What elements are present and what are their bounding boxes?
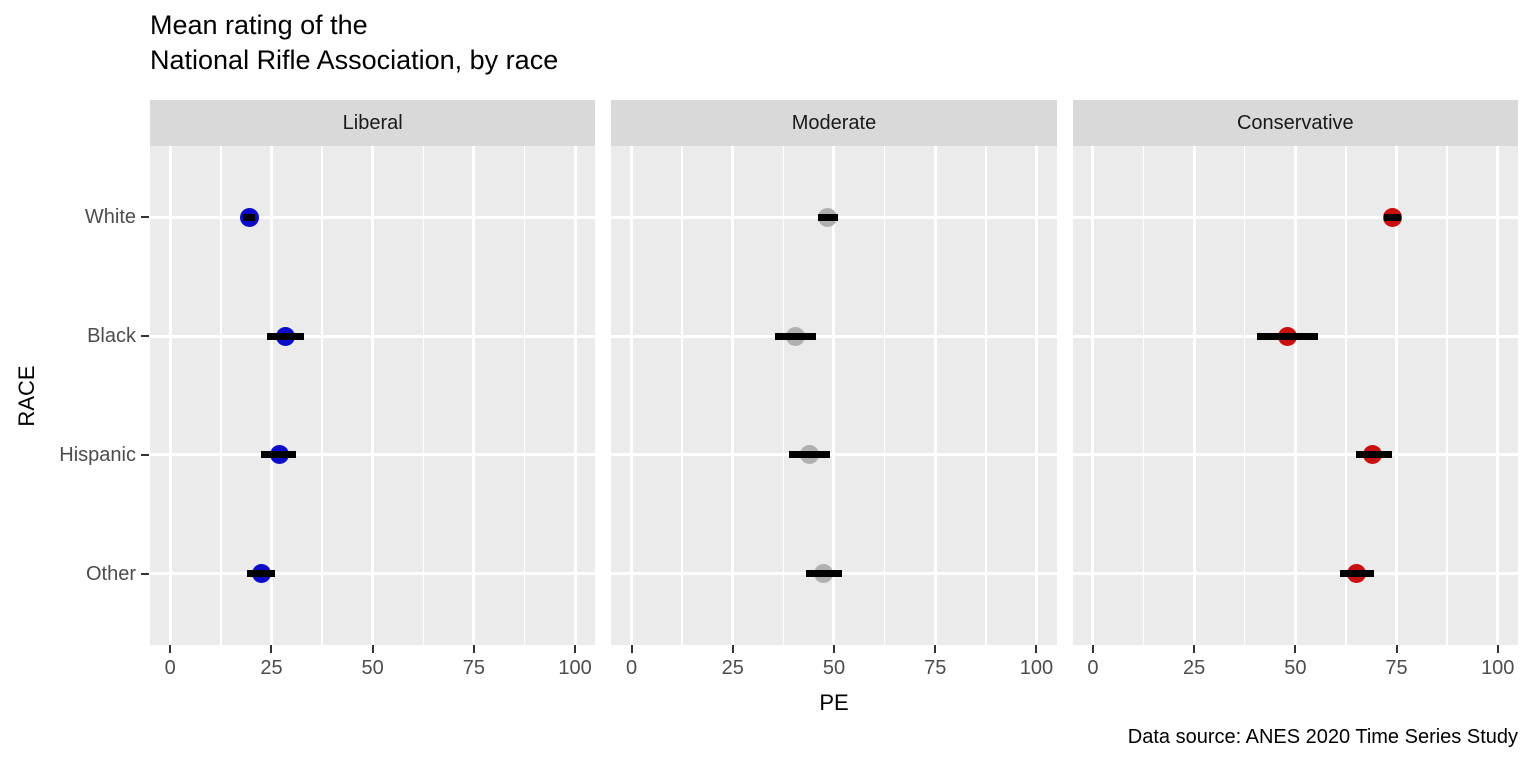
gridline-major-v: [1293, 146, 1297, 645]
gridline-major-v: [573, 146, 577, 645]
x-tick-mark: [1193, 645, 1196, 653]
gridline-major-h: [1072, 453, 1518, 457]
facet-panel-liberal: [150, 146, 596, 645]
gridline-major-h: [150, 453, 596, 457]
x-tick-label: 25: [721, 657, 744, 679]
x-tick-label: 75: [1385, 657, 1408, 679]
error-bar: [1339, 570, 1375, 578]
x-tick-mark: [371, 645, 374, 653]
x-tick-mark: [270, 645, 273, 653]
x-tick-mark: [630, 645, 633, 653]
gridline-major-v: [731, 146, 735, 645]
x-tick-mark: [574, 645, 577, 653]
gridline-major-v: [472, 146, 476, 645]
gridline-minor-v: [321, 146, 323, 645]
y-tick-mark: [141, 453, 149, 456]
y-tick-mark: [141, 572, 149, 575]
x-tick-label: 100: [1019, 657, 1054, 679]
x-tick-mark: [934, 645, 937, 653]
gridline-minor-v: [1446, 146, 1448, 645]
gridline-major-v: [269, 146, 273, 645]
gridline-major-h: [611, 334, 1057, 338]
x-tick-mark: [1395, 645, 1398, 653]
x-tick-mark: [472, 645, 475, 653]
x-tick-mark: [833, 645, 835, 653]
x-tick-label: 100: [558, 657, 592, 679]
facet-strip-moderate: Moderate: [611, 100, 1057, 146]
facet-panel-conservative: [1072, 146, 1518, 645]
x-tick-mark: [169, 645, 172, 653]
x-tick-label: 50: [1284, 657, 1307, 679]
x-tick-label: 75: [462, 657, 485, 679]
gridline-major-h: [1072, 215, 1518, 219]
x-tick-label: 50: [822, 657, 846, 679]
gridline-minor-v: [782, 146, 785, 645]
x-axis-title: PE: [819, 690, 849, 715]
y-tick-mark: [141, 335, 149, 338]
x-tick-label: 100: [1481, 657, 1515, 679]
x-tick-label: 0: [1087, 657, 1099, 679]
gridline-minor-v: [1142, 146, 1145, 645]
chart-title: Mean rating of the National Rifle Associ…: [150, 10, 559, 75]
gridline-major-h: [150, 215, 596, 219]
x-tick-mark: [1091, 645, 1094, 653]
gridline-major-v: [1091, 146, 1095, 645]
error-bar: [817, 213, 839, 221]
error-bar: [805, 570, 843, 578]
y-tick-mark: [141, 216, 149, 219]
gridline-major-v: [933, 146, 937, 645]
error-bar: [243, 213, 256, 221]
x-tick-label: 25: [1182, 657, 1206, 679]
y-tick-label: Black: [87, 325, 136, 348]
gridline-major-v: [1496, 146, 1500, 645]
gridline-minor-v: [1243, 146, 1246, 645]
error-bar: [247, 570, 276, 578]
gridline-major-v: [1192, 146, 1196, 645]
y-tick-label: White: [84, 206, 136, 229]
x-tick-label: 50: [361, 657, 384, 679]
error-bar: [1384, 213, 1401, 221]
x-tick-mark: [1294, 645, 1297, 653]
error-bar: [775, 332, 816, 340]
gridline-major-v: [168, 146, 172, 645]
gridline-minor-v: [422, 146, 425, 645]
gridline-major-h: [611, 453, 1057, 457]
facet-panel-moderate: [611, 146, 1057, 645]
x-tick-label: 25: [260, 657, 283, 679]
facet-strip-liberal: Liberal: [150, 100, 596, 146]
error-bar: [789, 451, 830, 459]
gridline-minor-v: [220, 146, 222, 645]
gridline-minor-v: [1345, 146, 1347, 645]
gridline-minor-v: [681, 146, 683, 645]
x-tick-label: 75: [924, 657, 947, 679]
y-tick-label: Other: [85, 562, 136, 585]
error-bar: [261, 451, 296, 459]
y-axis-title: RACE: [14, 365, 39, 427]
gridline-major-v: [630, 146, 634, 645]
x-tick-mark: [1035, 645, 1038, 653]
gridline-major-h: [1072, 572, 1518, 576]
x-tick-label: 0: [164, 657, 176, 679]
caption: Data source: ANES 2020 Time Series Study: [1127, 726, 1518, 748]
gridline-major-v: [832, 146, 836, 645]
gridline-minor-v: [985, 146, 987, 645]
y-tick-label: Hispanic: [59, 443, 136, 466]
gridline-minor-v: [523, 146, 526, 645]
gridline-major-v: [371, 146, 375, 645]
gridline-minor-v: [883, 146, 886, 645]
error-bar: [1256, 332, 1318, 340]
gridline-major-v: [1395, 146, 1399, 645]
error-bar: [1356, 451, 1393, 459]
gridline-major-h: [150, 572, 596, 576]
gridline-major-h: [150, 334, 596, 338]
facet-strip-conservative: Conservative: [1072, 100, 1518, 146]
x-tick-mark: [731, 645, 734, 653]
x-tick-label: 0: [626, 657, 638, 679]
x-tick-mark: [1496, 645, 1499, 653]
gridline-major-v: [1034, 146, 1038, 645]
error-bar: [267, 332, 304, 340]
